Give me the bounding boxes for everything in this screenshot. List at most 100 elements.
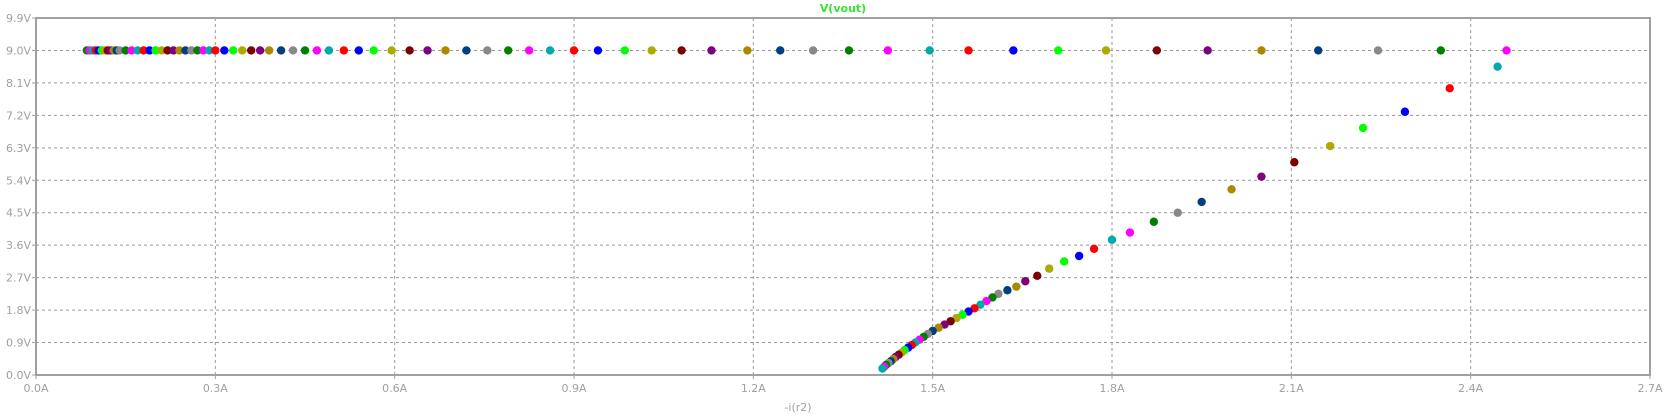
- data-point: [187, 46, 196, 55]
- data-point: [157, 46, 166, 55]
- data-point-layer: [82, 46, 1511, 373]
- data-point: [264, 46, 274, 55]
- y-tick-label: 6.3V: [6, 142, 31, 155]
- data-point: [1257, 46, 1266, 55]
- trace-title: V(vout): [820, 2, 866, 15]
- data-point: [1373, 46, 1383, 55]
- data-point: [707, 46, 716, 55]
- data-point: [255, 46, 265, 55]
- data-point: [1021, 277, 1030, 286]
- data-point: [1197, 197, 1206, 207]
- data-point: [620, 46, 630, 55]
- data-point: [1358, 123, 1368, 133]
- data-point: [1445, 84, 1454, 93]
- data-point: [1125, 228, 1135, 237]
- data-point: [1325, 141, 1335, 151]
- data-point: [127, 46, 136, 55]
- x-tick-label: 2.1A: [1279, 382, 1304, 395]
- data-point: [145, 46, 154, 55]
- data-point: [808, 46, 818, 55]
- data-point: [247, 46, 256, 55]
- data-point: [339, 46, 349, 55]
- x-tick-label: 1.2A: [741, 382, 766, 395]
- data-point: [205, 46, 214, 55]
- x-tick-label: 0.9A: [561, 382, 586, 395]
- y-tick-label: 8.1V: [6, 77, 31, 90]
- data-point: [300, 46, 310, 55]
- data-point: [121, 46, 130, 55]
- data-point: [545, 46, 555, 55]
- data-point: [1074, 251, 1084, 261]
- data-point: [163, 46, 172, 55]
- data-point: [181, 46, 190, 55]
- data-point: [1203, 46, 1212, 55]
- data-point: [1290, 158, 1299, 167]
- data-point: [276, 46, 286, 55]
- data-point: [139, 46, 148, 55]
- data-point: [324, 46, 334, 55]
- data-point: [462, 46, 471, 55]
- data-point: [743, 46, 752, 55]
- data-point: [1152, 46, 1162, 55]
- x-axis-title: -i(r2): [784, 401, 811, 414]
- data-point: [964, 46, 973, 55]
- data-point: [878, 364, 887, 373]
- data-point: [647, 46, 656, 55]
- data-point: [1149, 217, 1159, 226]
- data-point: [1059, 257, 1069, 266]
- data-point: [1107, 235, 1117, 244]
- data-point: [1314, 46, 1323, 55]
- data-point: [1173, 208, 1182, 217]
- y-tick-label: 2.7V: [6, 272, 31, 285]
- data-point: [199, 46, 208, 55]
- data-point: [1257, 172, 1266, 181]
- data-point: [387, 46, 396, 55]
- y-tick-label: 9.0V: [6, 44, 31, 57]
- y-tick-label: 0.0V: [6, 369, 31, 382]
- y-tick-label: 0.9V: [6, 337, 31, 350]
- plot-frame: [35, 17, 1651, 376]
- data-point: [423, 46, 432, 55]
- x-tick-label: 0.3A: [203, 382, 228, 395]
- data-point: [1054, 46, 1063, 55]
- x-tick-label: 1.8A: [1099, 382, 1124, 395]
- data-point: [441, 46, 450, 55]
- data-point: [925, 46, 934, 55]
- data-point: [1493, 62, 1502, 71]
- data-point: [220, 46, 229, 55]
- x-tick-label: 2.4A: [1458, 382, 1483, 395]
- data-point: [844, 46, 854, 55]
- data-point: [193, 46, 202, 55]
- data-point: [238, 46, 247, 55]
- data-point: [229, 46, 238, 55]
- data-point: [115, 46, 124, 55]
- data-point: [211, 46, 220, 55]
- data-point: [151, 46, 160, 55]
- data-point: [1009, 46, 1018, 55]
- y-tick-label: 4.5V: [6, 207, 31, 220]
- data-point: [1003, 286, 1012, 295]
- data-point: [1045, 264, 1054, 273]
- data-point: [133, 46, 142, 55]
- x-tick-label: 0.6A: [382, 382, 407, 395]
- data-point: [504, 46, 513, 55]
- data-point: [1033, 271, 1042, 281]
- grid-layer: [36, 18, 1650, 375]
- y-tick-label: 9.9V: [6, 12, 31, 25]
- data-point: [483, 46, 492, 55]
- y-tick-label: 5.4V: [6, 174, 31, 187]
- data-point: [1436, 46, 1445, 55]
- data-point: [524, 46, 534, 55]
- data-point: [169, 46, 178, 55]
- data-point: [175, 46, 184, 55]
- data-point: [1101, 46, 1111, 55]
- data-point: [677, 46, 686, 55]
- data-point: [354, 46, 363, 55]
- x-tick-label: 1.5A: [920, 382, 945, 395]
- tick-label-layer: 0.0A 0.3A 0.6A 0.9A 1.2A 1.5A 1.8A 2.1A 2.4A 2.7A…: [6, 12, 1663, 395]
- data-point: [1089, 244, 1099, 253]
- data-point: [569, 46, 579, 55]
- data-point: [1502, 46, 1511, 55]
- data-point: [1012, 282, 1021, 291]
